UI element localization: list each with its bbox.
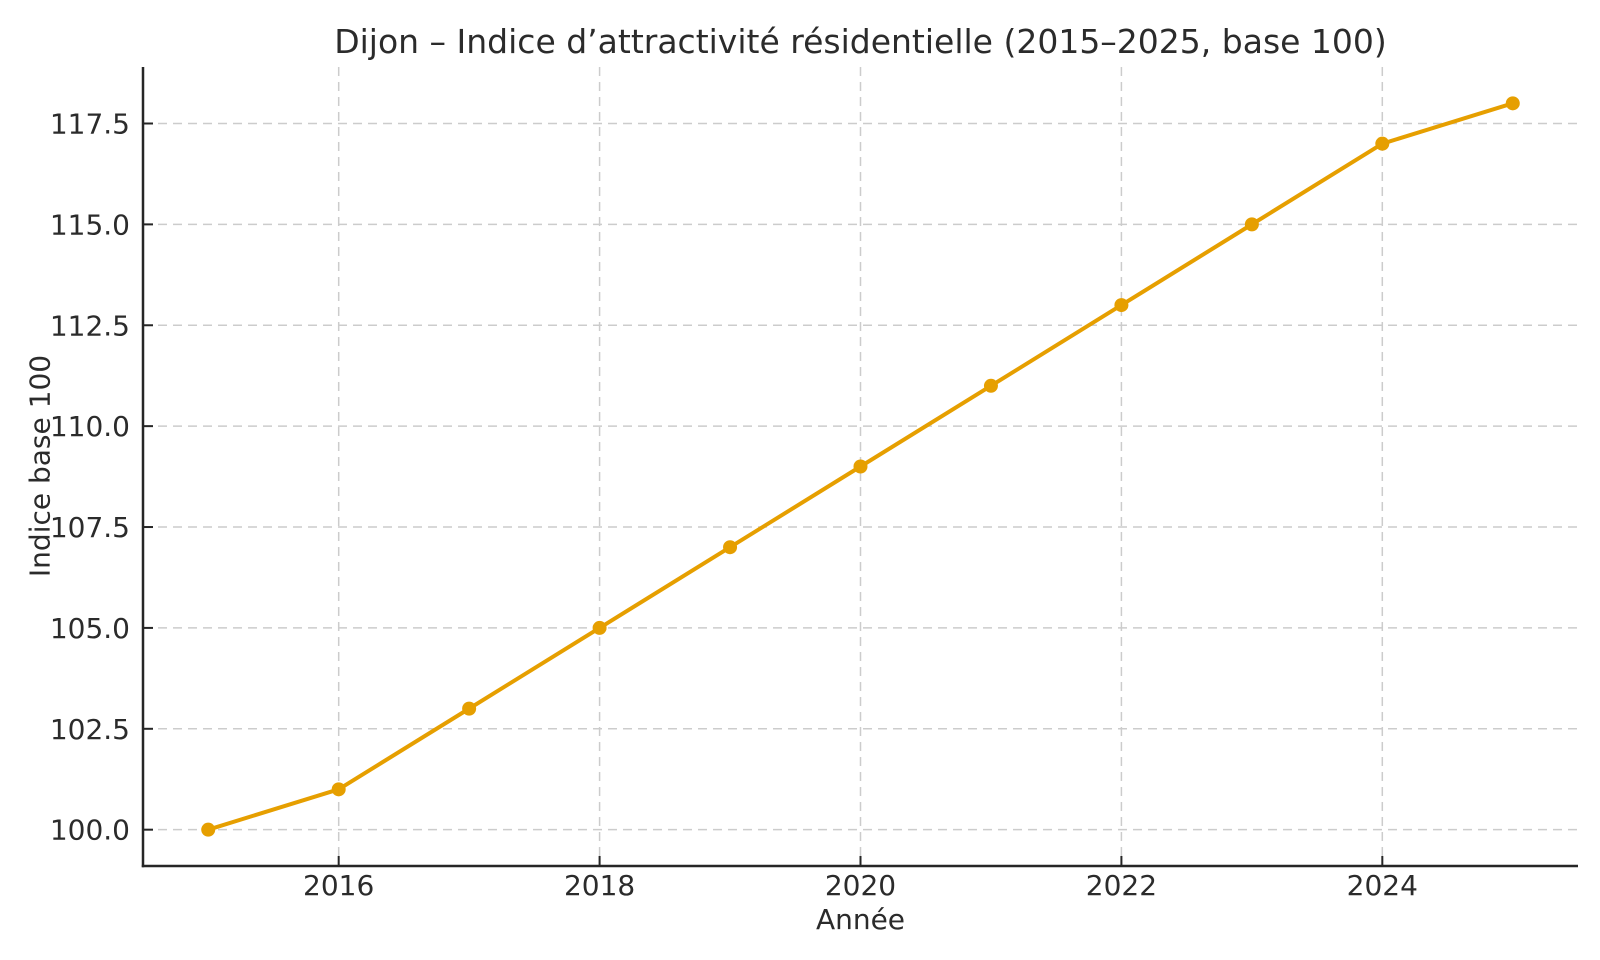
data-point-2019 — [723, 540, 738, 555]
chart-title: Dijon – Indice d’attractivité résidentie… — [334, 22, 1387, 61]
x-tick-label: 2022 — [1086, 869, 1157, 902]
data-point-2020 — [853, 459, 868, 474]
data-point-2022 — [1114, 298, 1129, 313]
x-tick-label: 2024 — [1347, 869, 1418, 902]
data-point-2024 — [1375, 136, 1390, 151]
data-point-2025 — [1505, 96, 1520, 111]
y-tick-label: 115.0 — [50, 208, 130, 241]
y-tick-label: 100.0 — [50, 814, 130, 847]
x-axis-label: Année — [815, 903, 906, 936]
x-tick-label: 2020 — [825, 869, 896, 902]
y-tick-label: 102.5 — [50, 713, 130, 746]
x-tick-label: 2016 — [303, 869, 374, 902]
y-tick-label: 107.5 — [50, 511, 130, 544]
data-point-2018 — [592, 620, 607, 635]
data-point-2015 — [201, 822, 216, 837]
y-tick-label: 110.0 — [50, 410, 130, 443]
y-tick-label: 112.5 — [50, 309, 130, 342]
y-tick-label: 105.0 — [50, 612, 130, 645]
data-point-2017 — [462, 701, 477, 716]
x-tick-label: 2018 — [564, 869, 635, 902]
data-point-2016 — [331, 782, 346, 797]
y-axis-label: Indice base 100 — [23, 354, 57, 578]
data-point-2021 — [983, 378, 998, 393]
data-point-2023 — [1244, 217, 1259, 232]
y-tick-label: 117.5 — [50, 107, 130, 140]
